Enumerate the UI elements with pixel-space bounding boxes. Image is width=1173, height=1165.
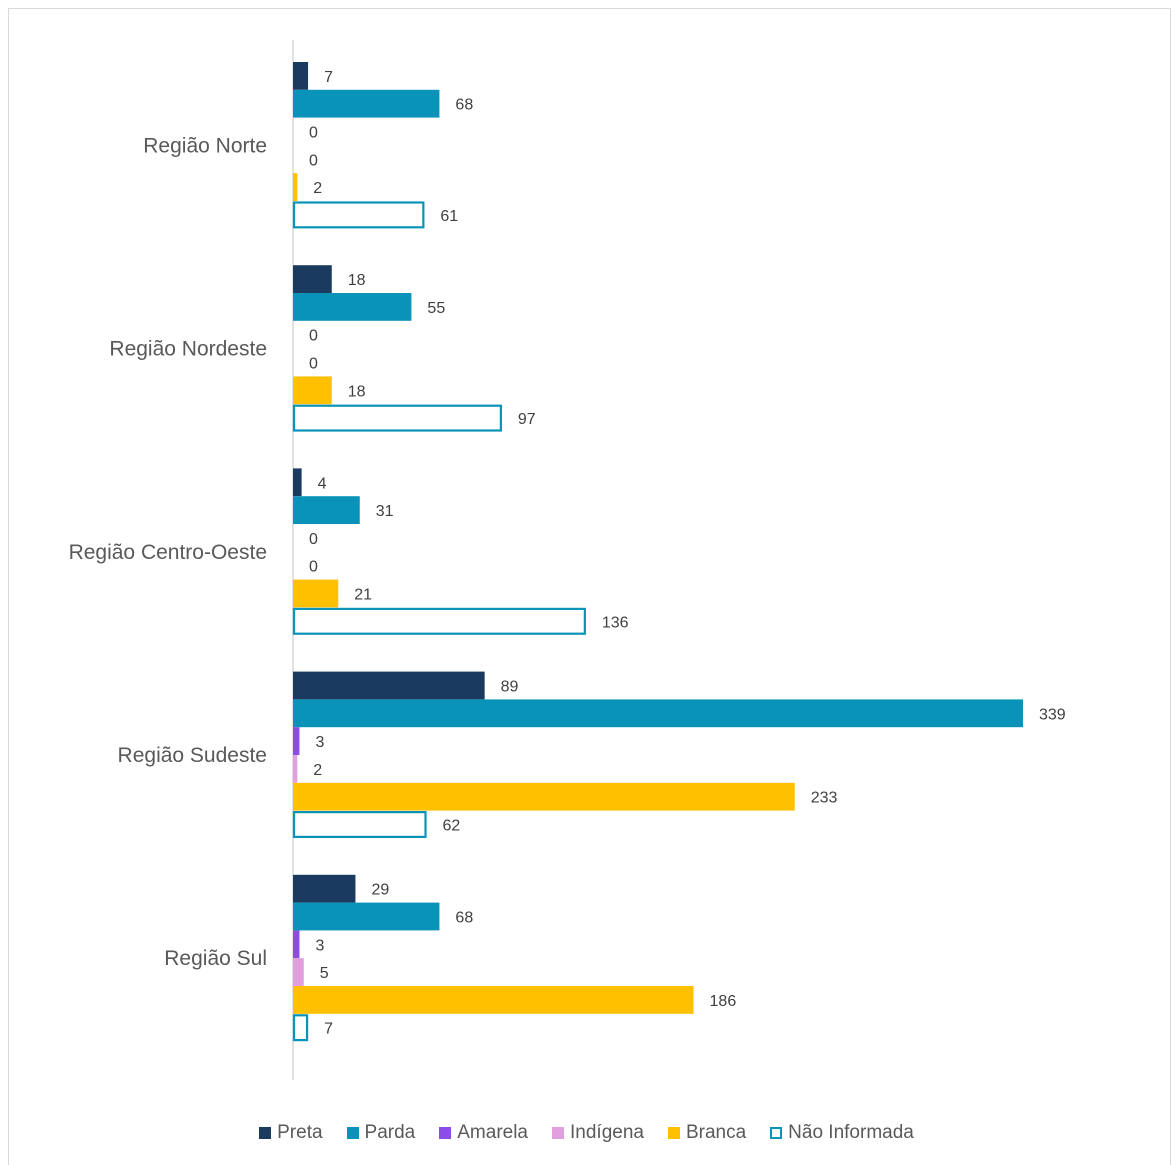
- data-label: 5: [320, 965, 329, 982]
- category-label: Região Centro-Oeste: [69, 541, 267, 564]
- legend-label: Indígena: [570, 1122, 644, 1143]
- data-label: 97: [518, 411, 536, 428]
- data-label: 68: [455, 910, 473, 927]
- legend-item: Preta: [259, 1122, 323, 1144]
- data-label: 136: [602, 614, 629, 631]
- bar: [293, 699, 1023, 728]
- data-label: 0: [309, 531, 318, 548]
- data-label: 29: [371, 882, 389, 899]
- data-label: 0: [309, 328, 318, 345]
- bar: [293, 727, 300, 755]
- data-label: 18: [348, 383, 366, 400]
- legend-swatch: [346, 1127, 359, 1139]
- bar: [293, 902, 440, 931]
- bar: [293, 958, 304, 986]
- bar: [293, 755, 298, 783]
- legend-label: Amarela: [457, 1122, 528, 1143]
- bar: [292, 607, 586, 635]
- legend-swatch: [259, 1127, 272, 1139]
- bar: [292, 810, 427, 838]
- data-label: 18: [348, 272, 366, 289]
- bar: [292, 201, 425, 229]
- category-label: Região Norte: [143, 134, 267, 157]
- legend: Preta Parda Amarela Indígena Branca Não Infor…: [0, 1122, 1173, 1144]
- data-label: 0: [309, 559, 318, 576]
- legend-label: Parda: [364, 1122, 416, 1143]
- legend-item: Indígena: [552, 1122, 644, 1144]
- bar: [293, 986, 694, 1014]
- bar: [293, 874, 356, 903]
- data-label: 21: [354, 587, 372, 604]
- legend-item: Parda: [346, 1122, 416, 1144]
- bar-chart: Região Norte 7 68 0 0 2 61 Região Nordeste 18 55 0…: [69, 40, 1066, 1080]
- data-label: 31: [376, 503, 394, 520]
- data-label: 3: [315, 937, 324, 954]
- bar: [293, 89, 440, 118]
- data-label: 7: [324, 69, 333, 86]
- data-label: 0: [309, 125, 318, 142]
- data-label: 2: [313, 180, 322, 197]
- data-label: 61: [440, 208, 458, 225]
- category-label: Região Nordeste: [109, 338, 267, 361]
- data-label: 339: [1039, 706, 1066, 723]
- data-label: 68: [455, 97, 473, 114]
- data-label: 2: [313, 762, 322, 779]
- legend-swatch: [770, 1127, 783, 1139]
- bar: [293, 468, 302, 497]
- legend-label: Preta: [277, 1122, 323, 1143]
- bar: [293, 496, 360, 524]
- legend-item: Amarela: [439, 1122, 528, 1144]
- bar: [292, 1014, 309, 1042]
- legend-swatch: [552, 1127, 564, 1139]
- data-label: 89: [501, 679, 519, 696]
- legend-item: Branca: [667, 1122, 747, 1144]
- bar: [293, 930, 300, 959]
- legend-item: Não Informada: [770, 1122, 914, 1144]
- legend-swatch: [667, 1127, 680, 1139]
- bar: [293, 173, 298, 201]
- bar: [293, 782, 795, 811]
- data-label: 3: [315, 734, 324, 751]
- data-label: 0: [309, 152, 318, 169]
- legend-label: Branca: [685, 1122, 747, 1143]
- category-label: Região Sul: [164, 947, 267, 970]
- data-label: 7: [324, 1021, 333, 1038]
- bar: [293, 579, 339, 608]
- bar: [293, 265, 332, 293]
- data-label: 0: [309, 356, 318, 373]
- data-label: 55: [427, 300, 445, 317]
- data-label: 4: [318, 475, 327, 492]
- legend-label: Não Informada: [788, 1122, 914, 1143]
- bar: [293, 62, 309, 90]
- category-label: Região Sudeste: [118, 744, 267, 767]
- data-label: 186: [710, 993, 737, 1010]
- bar: [293, 671, 485, 700]
- bar: [293, 376, 332, 405]
- legend-swatch: [439, 1127, 452, 1139]
- data-label: 62: [443, 818, 461, 835]
- bar: [292, 404, 502, 432]
- chart-frame: [8, 8, 1171, 1165]
- bar: [293, 293, 412, 321]
- data-label: 233: [811, 790, 838, 807]
